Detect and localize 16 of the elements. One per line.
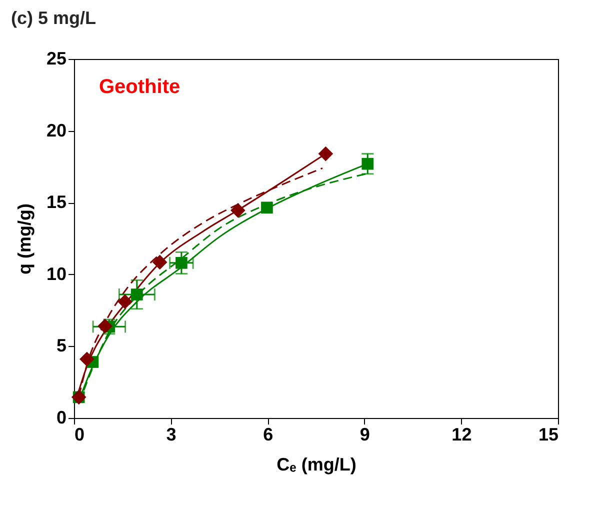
x-axis-title: Cₑ (mg/L) (276, 454, 356, 474)
x-tick-label: 9 (360, 424, 370, 444)
y-tick-label: 20 (46, 120, 66, 140)
y-tick-label: 0 (56, 408, 66, 428)
y-tick-label: 25 (46, 48, 66, 68)
annotation: Geothite (99, 76, 180, 98)
x-tick-label: 15 (538, 424, 558, 444)
chart-title: (c) 5 mg/L (10, 8, 96, 28)
x-tick-label: 12 (452, 424, 472, 444)
x-tick-label: 3 (166, 424, 176, 444)
y-tick-label: 5 (56, 336, 66, 356)
y-tick-label: 10 (46, 264, 66, 284)
y-tick-label: 15 (46, 192, 66, 212)
y-axis-title: q (mg/g) (14, 204, 34, 274)
x-tick-label: 6 (263, 424, 274, 444)
x-tick-label: 0 (74, 424, 85, 444)
